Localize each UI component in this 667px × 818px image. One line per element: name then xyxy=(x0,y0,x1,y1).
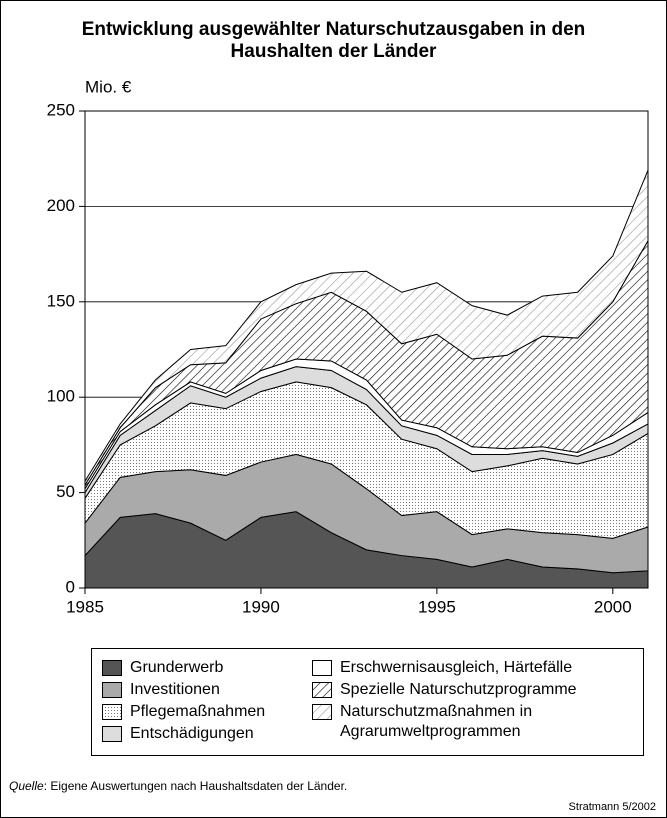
legend-swatch xyxy=(312,682,332,698)
legend-label: Naturschutzmaßnahmen in Agrarumweltprogr… xyxy=(340,703,533,740)
legend-item: Grunderwerb xyxy=(102,658,312,680)
legend-swatch xyxy=(102,726,122,742)
y-tick-label: 200 xyxy=(47,196,75,215)
y-tick-label: 0 xyxy=(66,577,75,596)
legend-swatch xyxy=(102,660,122,676)
legend-swatch xyxy=(312,660,332,676)
legend-swatch xyxy=(102,682,122,698)
legend-label: Erschwernisausgleich, Härtefälle xyxy=(340,659,573,676)
legend-swatch-fill xyxy=(102,704,122,720)
legend-item: Spezielle Naturschutzprogramme xyxy=(312,680,642,702)
y-tick-label: 250 xyxy=(47,100,75,119)
chart: Mio. € 0 50 100 150 200 250 1985 1990 1995 2000 xyxy=(47,77,649,616)
y-axis-label: Mio. € xyxy=(85,77,132,96)
x-tick-label: 1990 xyxy=(242,597,280,616)
legend-item: Investitionen xyxy=(102,680,312,702)
legend-swatch-fill xyxy=(312,660,332,676)
x-tick-label: 1985 xyxy=(66,597,104,616)
legend-swatch-fill xyxy=(312,682,332,698)
legend-label: Spezielle Naturschutzprogramme xyxy=(340,681,577,698)
x-tick-label: 1995 xyxy=(418,597,456,616)
x-tick-label: 2000 xyxy=(594,597,632,616)
legend-item: Naturschutzmaßnahmen in Agrarumweltprogr… xyxy=(312,702,642,740)
legend-swatch-fill xyxy=(102,682,122,698)
legend-swatch-fill xyxy=(312,704,332,720)
plot-frame xyxy=(84,110,649,589)
source-text: : Eigene Auswertungen nach Haushaltsdate… xyxy=(43,779,348,793)
source-label: Quelle xyxy=(9,779,44,793)
y-tick-label: 100 xyxy=(47,387,75,406)
y-tick-label: 50 xyxy=(56,482,75,501)
legend-swatch xyxy=(312,704,332,720)
y-tick-label: 150 xyxy=(47,291,75,310)
legend-swatch-fill xyxy=(102,726,122,742)
legend-label: Investitionen xyxy=(130,681,220,698)
chart-title: Entwicklung ausgewählter Naturschutzausg… xyxy=(81,19,586,62)
legend-item: Erschwernisausgleich, Härtefälle xyxy=(312,658,642,680)
legend-item: Entschädigungen xyxy=(102,724,312,746)
legend-swatch xyxy=(102,704,122,720)
legend-item: Pflegemaßnahmen xyxy=(102,702,312,724)
legend-swatch-fill xyxy=(102,660,122,676)
legend-label: Pflegemaßnahmen xyxy=(130,703,266,720)
credit: Stratmann 5/2002 xyxy=(568,801,656,813)
source-note: Quelle: Eigene Auswertungen nach Haushal… xyxy=(9,779,347,793)
legend: Grunderwerb Investitionen Pflegemaßnahmen E… xyxy=(91,648,644,756)
legend-label: Entschädigungen xyxy=(130,725,254,742)
legend-label: Grunderwerb xyxy=(130,659,224,676)
